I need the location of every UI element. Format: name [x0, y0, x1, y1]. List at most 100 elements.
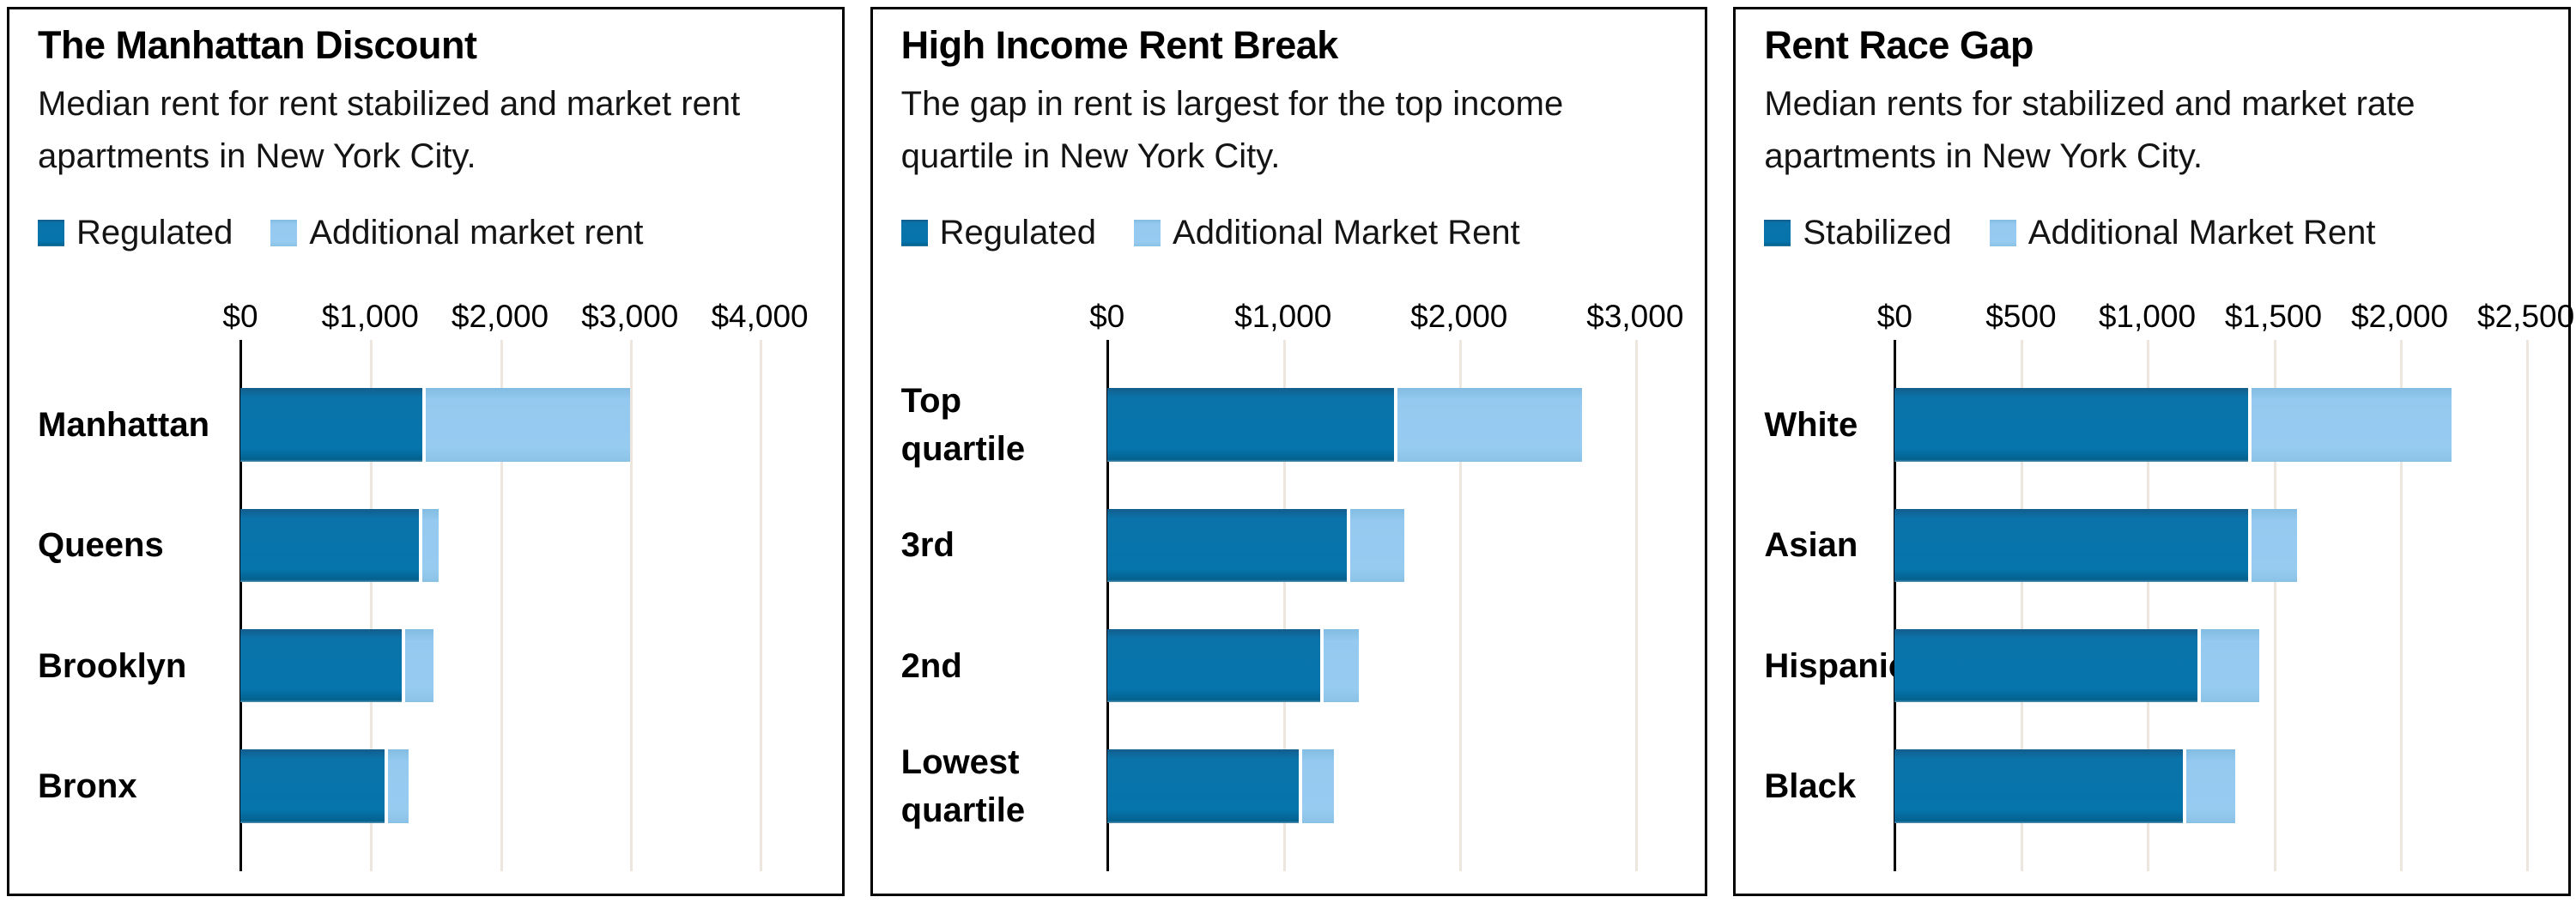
chart-legend: Regulated Additional Market Rent [900, 214, 1692, 252]
legend-item-regulated: Regulated [38, 214, 233, 252]
gridline [2147, 340, 2150, 871]
bar-segment-additional-market-rent [2182, 749, 2236, 823]
gridline [2399, 340, 2403, 871]
bar-brooklyn [240, 628, 825, 703]
plot-area [1894, 340, 2551, 871]
axis-tick-label: $500 [1985, 299, 2057, 335]
bar-segment-regulated [1106, 508, 1347, 583]
chart-subtitle: The gap in rent is largest for the top i… [900, 84, 1564, 175]
bar-segment-additional-market-rent [1393, 388, 1583, 462]
axis-tick-label: $1,000 [321, 299, 419, 335]
axis-tick-label: $1,000 [2098, 299, 2197, 335]
bar-bronx [240, 749, 825, 823]
axis-line [239, 340, 242, 871]
bar-row-asian [1894, 485, 2551, 605]
chart-subtitle: Median rents for stabilized and market r… [1764, 84, 2415, 175]
bar-row-bronx [240, 726, 825, 846]
bar-segment-additional-market-rent [418, 508, 439, 583]
plot-area [1106, 340, 1688, 871]
gridline [1282, 340, 1286, 871]
plot-area [239, 340, 825, 871]
legend-swatch-regulated [900, 220, 928, 247]
legend-swatch-additional-market-rent [270, 220, 298, 247]
legend-swatch-additional-market-rent [1134, 220, 1161, 247]
legend-label: Additional Market Rent [2027, 214, 2376, 252]
bar-segment-additional-market-rent [421, 388, 630, 462]
bar-segment-stabilized [1894, 508, 2249, 583]
category-label-top-quartile: Top quartile [900, 382, 1026, 469]
legend-swatch-stabilized [1764, 220, 1791, 247]
axis-tick-label: $1,000 [1234, 299, 1332, 335]
bar-segment-additional-market-rent [1346, 508, 1405, 583]
axis-tick-label: $0 [1089, 299, 1125, 335]
bar-lowest-quartile [1106, 749, 1688, 823]
chart-area: $0 $500 $1,000 $1,500 $2,000 $2,500 White Asia… [1764, 295, 2574, 871]
legend-label: Additional Market Rent [1173, 214, 1520, 252]
bar-segment-additional-market-rent [2248, 388, 2452, 462]
chart-area: $0 $1,000 $2,000 $3,000 Top quartile 3rd 2nd L… [901, 295, 1692, 871]
gridline [370, 340, 373, 871]
x-axis-labels: $0 $500 $1,000 $1,500 $2,000 $2,500 [1877, 295, 2574, 336]
category-labels: Top quartile 3rd 2nd Lowest quartile [901, 340, 1107, 871]
bar-segment-regulated [240, 388, 422, 462]
legend-item-additional-market-rent: Additional Market Rent [1134, 214, 1520, 252]
gridline [2273, 340, 2276, 871]
bar-rows [240, 340, 825, 871]
bar-rows [1106, 340, 1688, 871]
bar-row-brooklyn [240, 606, 825, 726]
bar-2nd [1106, 628, 1688, 703]
axis-tick-label: $3,000 [581, 299, 679, 335]
category-label-bronx: Bronx [38, 767, 137, 805]
gridline [629, 340, 633, 871]
category-labels: White Asian Hispanic Black [1764, 340, 1908, 871]
x-axis-labels: $0 $1,000 $2,000 $3,000 [1089, 295, 1688, 336]
legend-swatch-additional-market-rent [1989, 220, 2016, 247]
legend-swatch-regulated [38, 220, 64, 247]
bar-segment-additional-market-rent [2197, 628, 2260, 703]
axis-tick-label: $0 [222, 299, 258, 335]
bar-row-2nd [1106, 606, 1688, 726]
legend-item-stabilized: Stabilized [1764, 214, 1952, 252]
bar-rows [1894, 340, 2551, 871]
bar-hispanic [1894, 628, 2551, 703]
axis-line [1894, 340, 1897, 871]
chart-title: Rent Race Gap [1764, 23, 2034, 67]
bar-row-lowest-quartile [1106, 726, 1688, 846]
legend-label: Additional market rent [309, 214, 644, 252]
bar-row-black [1894, 726, 2551, 846]
chart-body: Manhattan Queens Brooklyn Bronx [38, 340, 828, 871]
category-label-lowest-quartile: Lowest quartile [900, 742, 1026, 829]
category-label-white: White [1764, 406, 1858, 445]
chart-panel-manhattan-discount: The Manhattan Discount Median rent for r… [7, 7, 845, 896]
category-label-asian: Asian [1764, 526, 1858, 565]
legend-item-additional-market-rent: Additional market rent [270, 214, 643, 252]
chart-panel-high-income-rent-break: High Income Rent Break The gap in rent i… [870, 7, 1708, 896]
legend-label: Regulated [939, 214, 1097, 252]
chart-panel-rent-race-gap: Rent Race Gap Median rents for stabilize… [1733, 7, 2574, 896]
bar-segment-stabilized [1894, 388, 2249, 462]
legend-label: Regulated [76, 214, 233, 252]
bar-asian [1894, 508, 2551, 583]
gridline [500, 340, 503, 871]
legend-label: Stabilized [1803, 214, 1952, 252]
chart-title: High Income Rent Break [900, 23, 1339, 67]
chart-legend: Stabilized Additional Market Rent [1764, 214, 2555, 252]
bar-segment-regulated [1106, 628, 1320, 703]
chart-legend: Regulated Additional market rent [38, 214, 828, 252]
bar-manhattan [240, 388, 825, 462]
bar-segment-additional-market-rent [1319, 628, 1359, 703]
bar-segment-regulated [1106, 749, 1300, 823]
gridline [2021, 340, 2024, 871]
chart-subtitle: Median rent for rent stabilized and mark… [38, 84, 741, 175]
chart-area: $0 $1,000 $2,000 $3,000 $4,000 Manhattan Quee… [38, 295, 828, 871]
bar-row-3rd [1106, 485, 1688, 605]
category-label-hispanic: Hispanic [1764, 646, 1908, 685]
gridline [1458, 340, 1462, 871]
axis-tick-label: $2,000 [451, 299, 549, 335]
bar-row-white [1894, 365, 2551, 485]
category-labels: Manhattan Queens Brooklyn Bronx [38, 340, 240, 871]
bar-segment-additional-market-rent [1299, 749, 1335, 823]
legend-item-additional-market-rent: Additional Market Rent [1989, 214, 2376, 252]
bar-top-quartile [1106, 388, 1688, 462]
